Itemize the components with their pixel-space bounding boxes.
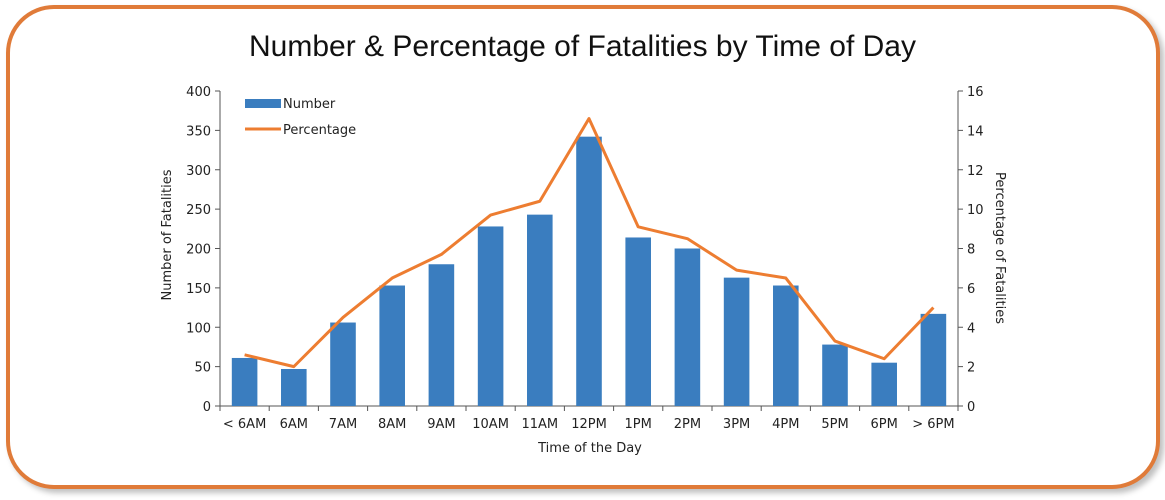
- bar: [920, 313, 947, 406]
- bar: [723, 277, 750, 406]
- x-tick-label: 12PM: [571, 417, 607, 432]
- x-tick-label: 8AM: [378, 417, 406, 432]
- y-tick-label: 150: [186, 282, 211, 297]
- y2-tick-label: 12: [967, 164, 984, 179]
- y2-axis-label: Percentage of Fatalities: [992, 172, 1007, 324]
- y-tick-label: 50: [194, 361, 211, 376]
- x-tick-label: < 6AM: [223, 417, 266, 432]
- bar: [871, 362, 897, 406]
- y2-tick-label: 2: [967, 361, 975, 376]
- y-tick-label: 250: [186, 203, 211, 218]
- bar: [674, 248, 701, 406]
- bar: [428, 264, 455, 406]
- bar: [527, 214, 553, 406]
- x-tick-label: 10AM: [472, 417, 509, 432]
- x-tick-label: 5PM: [821, 417, 848, 432]
- bar: [576, 136, 602, 407]
- x-tick-label: 7AM: [329, 417, 357, 432]
- bar: [625, 237, 651, 406]
- bar: [477, 226, 504, 406]
- x-tick-label: 1PM: [625, 417, 652, 432]
- y-tick-label: 400: [186, 85, 211, 100]
- line-series: [244, 117, 935, 369]
- y2-tick-label: 4: [967, 321, 975, 336]
- y2-tick-label: 0: [967, 400, 975, 415]
- x-tick-label: 11AM: [521, 417, 558, 432]
- legend-label-number: Number: [283, 97, 336, 112]
- y2-tick-label: 6: [967, 282, 975, 297]
- y-tick-label: 350: [186, 124, 211, 139]
- y-tick-label: 100: [186, 321, 211, 336]
- y-tick-label: 300: [186, 164, 211, 179]
- x-tick-label: 3PM: [723, 417, 750, 432]
- x-tick-label: 9AM: [427, 417, 455, 432]
- y2-tick-label: 8: [967, 243, 975, 258]
- bar: [330, 322, 356, 406]
- y-tick-label: 200: [186, 243, 211, 258]
- y-axis-label: Number of Fatalities: [160, 169, 175, 300]
- legend-swatch-number: [245, 99, 281, 108]
- x-tick-label: 6PM: [871, 417, 898, 432]
- bar: [822, 344, 848, 406]
- bar: [281, 368, 307, 406]
- y2-tick-label: 10: [967, 203, 984, 218]
- x-tick-label: > 6PM: [912, 417, 954, 432]
- y2-tick-label: 14: [967, 124, 984, 139]
- y-tick-label: 0: [203, 400, 211, 415]
- legend-label-percentage: Percentage: [283, 123, 356, 138]
- chart-title: Number & Percentage of Fatalities by Tim…: [249, 30, 916, 63]
- legend: Number Percentage: [245, 97, 356, 138]
- x-tick-label: 2PM: [674, 417, 701, 432]
- y2-tick-label: 16: [967, 85, 984, 100]
- x-axis-label: Time of the Day: [537, 441, 642, 456]
- bar: [231, 357, 258, 406]
- bar-series: [231, 136, 947, 407]
- x-tick-label: 6AM: [280, 417, 308, 432]
- bar: [379, 285, 405, 406]
- x-tick-label: 4PM: [772, 417, 799, 432]
- bar: [773, 285, 799, 406]
